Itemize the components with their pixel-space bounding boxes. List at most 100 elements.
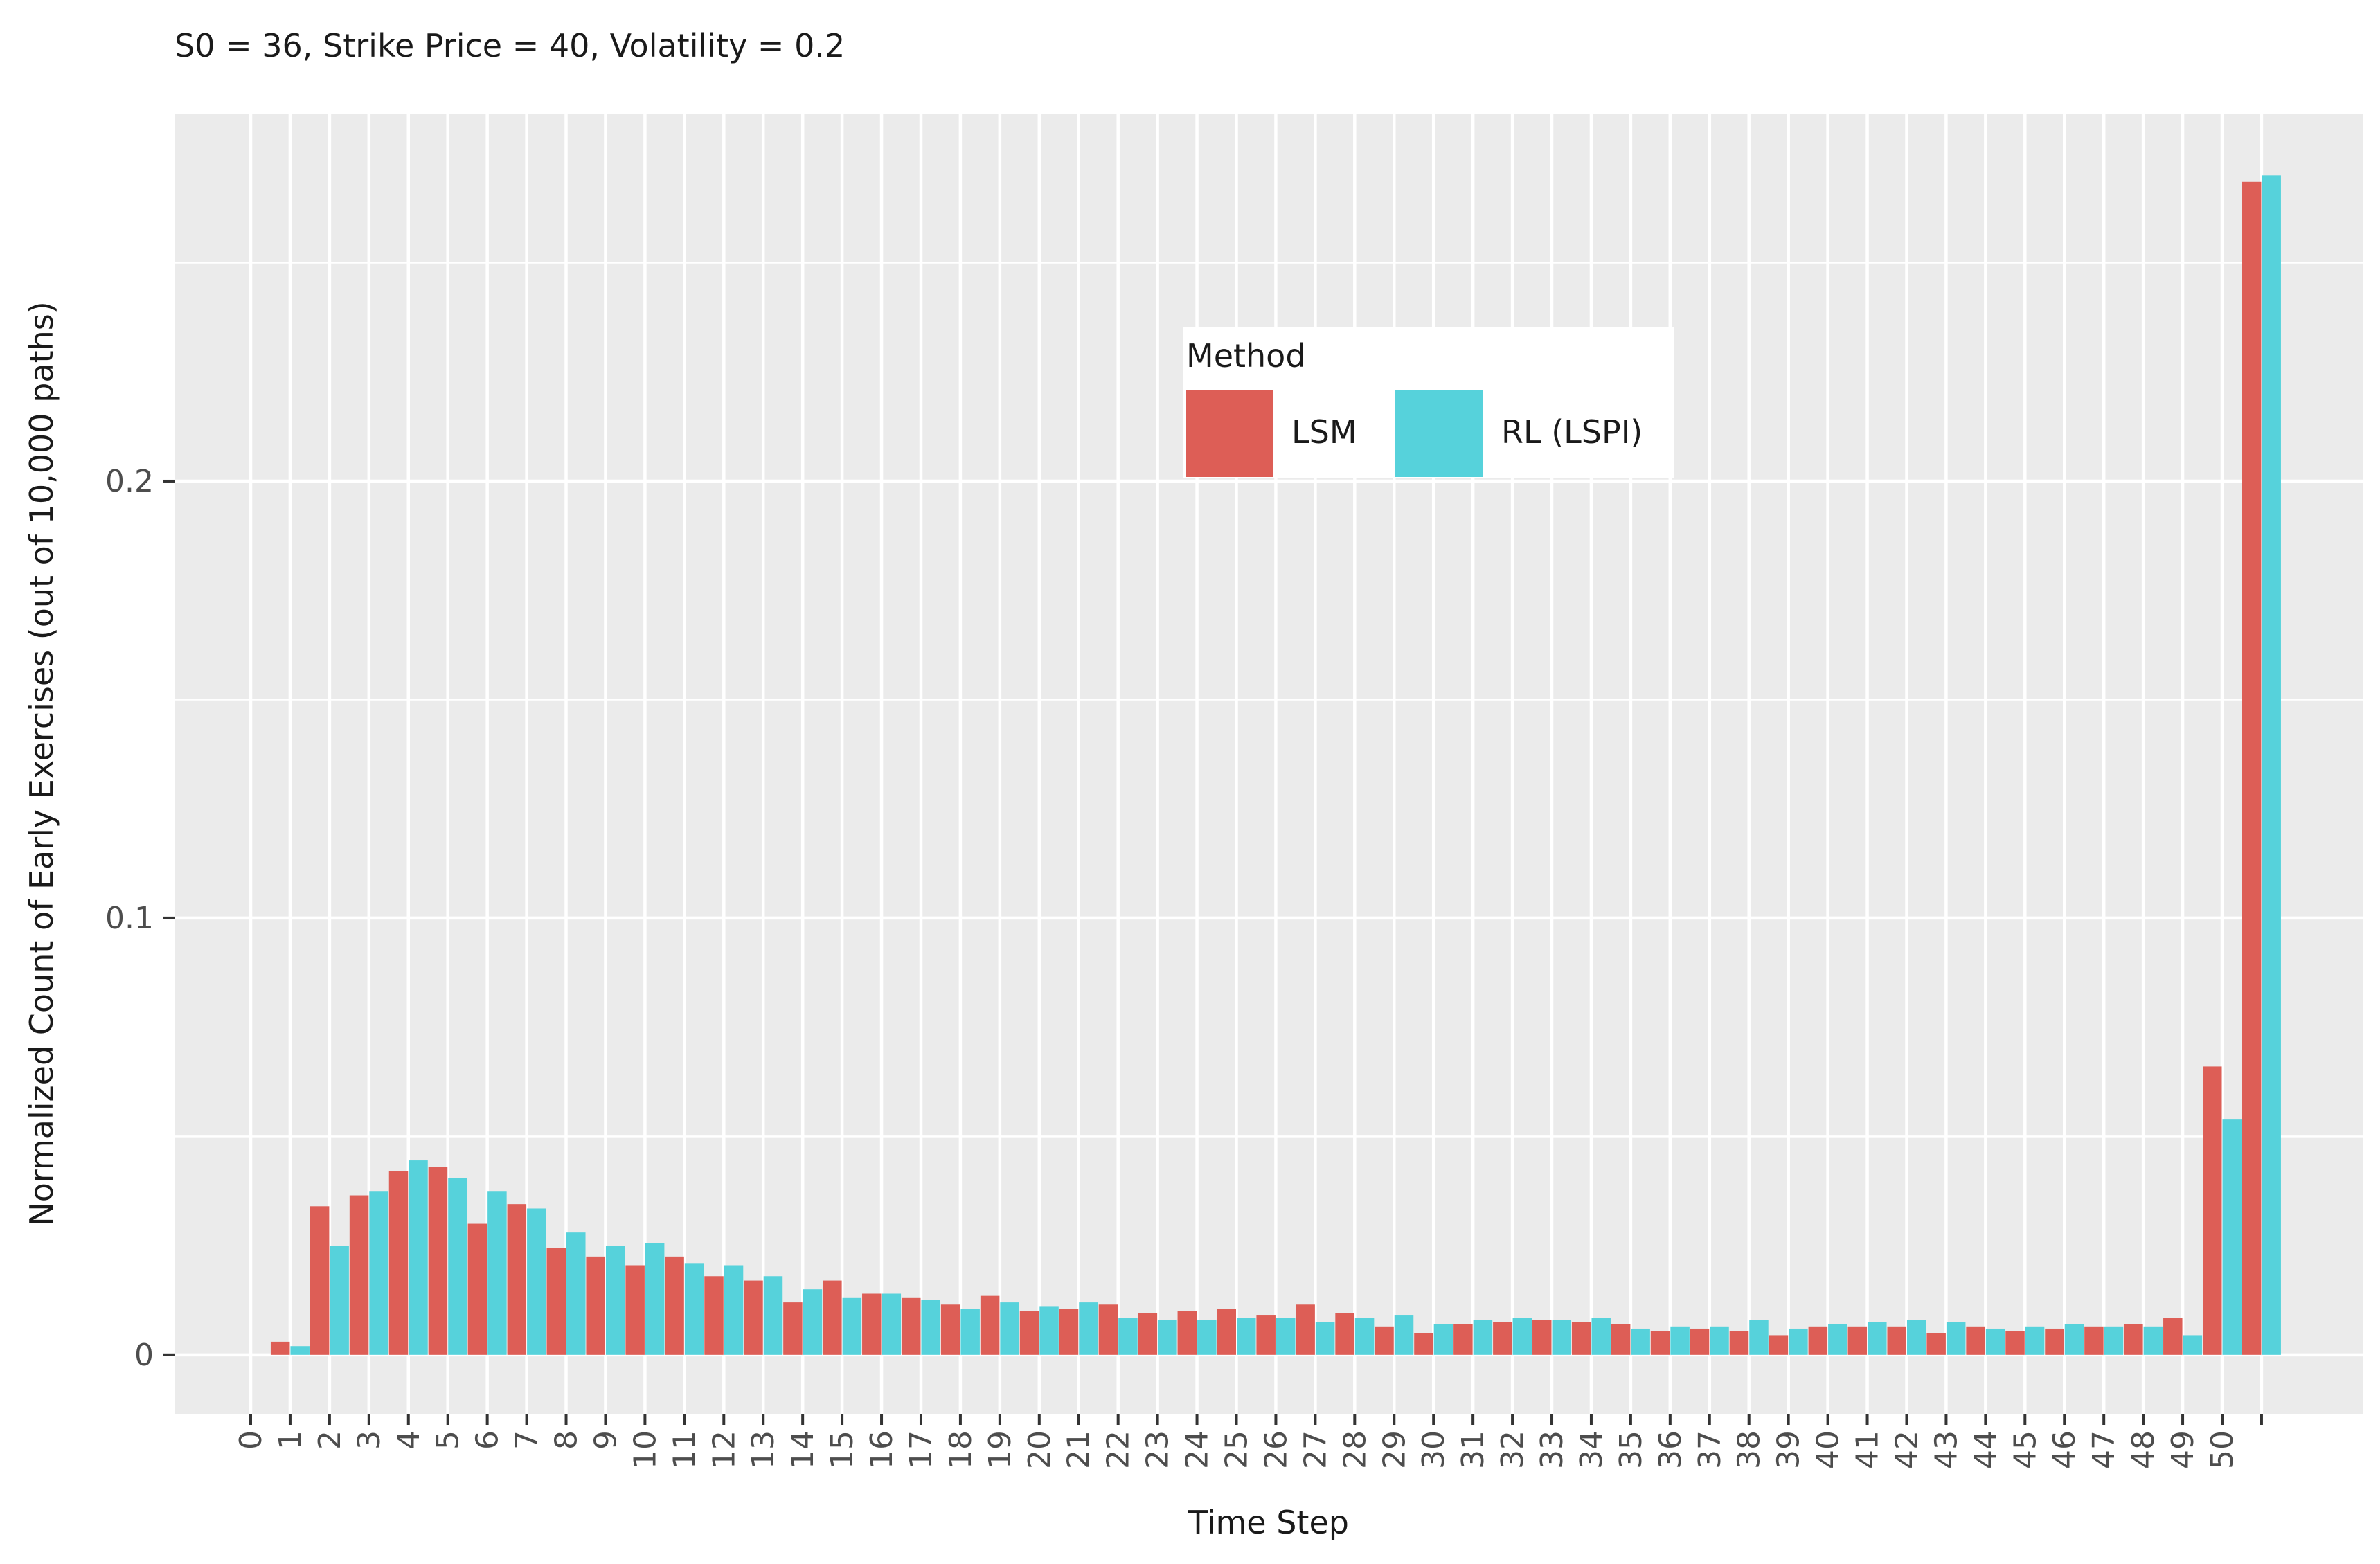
bar-lsm-27 [1296, 1304, 1315, 1355]
bar-rl-lspi-41 [1868, 1322, 1887, 1355]
bar-rl-lspi-38 [1749, 1320, 1769, 1355]
bar-rl-lspi-21 [1079, 1302, 1098, 1355]
x-tick-label: 39 [1771, 1430, 1807, 1469]
bar-rl-lspi-26 [1276, 1318, 1296, 1355]
bar-lsm-20 [1019, 1311, 1039, 1355]
x-tick-label: 34 [1574, 1430, 1609, 1469]
x-tick-label: 26 [1258, 1430, 1294, 1469]
x-tick-label: 12 [706, 1430, 742, 1469]
bar-lsm-7 [507, 1204, 527, 1355]
bar-rl-lspi-18 [960, 1309, 980, 1355]
bar-rl-lspi-47 [2104, 1326, 2124, 1355]
x-tick-label: 6 [470, 1430, 505, 1450]
bar-lsm-10 [625, 1265, 645, 1355]
bar-rl-lspi-17 [921, 1300, 940, 1355]
x-tick-label: 50 [2205, 1430, 2240, 1469]
bar-lsm-11 [665, 1256, 684, 1355]
bar-rl-lspi-34 [1591, 1318, 1611, 1355]
bar-lsm-16 [862, 1293, 882, 1355]
x-tick-label: 19 [983, 1430, 1018, 1469]
bar-lsm-41 [1847, 1326, 1868, 1355]
x-tick-label: 49 [2165, 1430, 2201, 1469]
x-tick-label: 14 [785, 1430, 821, 1469]
y-tick-label: 0.2 [105, 464, 154, 499]
bar-lsm-23 [1138, 1313, 1158, 1355]
legend-swatch-lsm [1186, 390, 1273, 477]
bar-lsm-24 [1177, 1311, 1197, 1355]
bar-lsm-19 [980, 1295, 1000, 1355]
y-axis-label: Normalized Count of Early Exercises (out… [23, 301, 60, 1225]
bar-lsm-31 [1453, 1324, 1473, 1355]
bar-lsm-49 [2163, 1318, 2183, 1355]
bar-lsm-36 [1650, 1331, 1670, 1355]
x-tick-label: 48 [2126, 1430, 2161, 1469]
bar-rl-lspi-46 [2064, 1324, 2084, 1355]
bar-rl-lspi-33 [1552, 1320, 1572, 1355]
bar-lsm-extra [2242, 181, 2262, 1355]
bar-lsm-8 [546, 1248, 566, 1355]
bar-rl-lspi-32 [1512, 1318, 1532, 1355]
bar-lsm-25 [1217, 1309, 1236, 1355]
bar-lsm-33 [1532, 1320, 1552, 1355]
x-tick-label: 46 [2047, 1430, 2082, 1469]
bar-rl-lspi-3 [369, 1191, 388, 1355]
x-tick-label: 30 [1416, 1430, 1451, 1469]
bar-rl-lspi-7 [527, 1208, 546, 1355]
x-tick-label: 44 [1968, 1430, 2003, 1469]
bar-rl-lspi-extra [2262, 175, 2281, 1355]
bar-lsm-4 [388, 1171, 409, 1355]
bar-rl-lspi-50 [2222, 1119, 2242, 1355]
bar-rl-lspi-10 [645, 1243, 665, 1355]
bar-lsm-28 [1335, 1313, 1354, 1355]
bar-rl-lspi-30 [1433, 1324, 1453, 1355]
bar-lsm-38 [1729, 1331, 1749, 1355]
bar-rl-lspi-42 [1906, 1320, 1926, 1355]
x-tick-label: 33 [1535, 1430, 1570, 1469]
x-tick-label: 0 [233, 1430, 269, 1450]
x-tick-label: 37 [1692, 1430, 1728, 1469]
x-tick-label: 17 [904, 1430, 939, 1469]
x-tick-label: 29 [1377, 1430, 1412, 1469]
bar-rl-lspi-9 [605, 1246, 625, 1355]
bar-rl-lspi-35 [1631, 1328, 1650, 1355]
bar-lsm-2 [310, 1206, 330, 1355]
bar-lsm-6 [467, 1223, 487, 1355]
bar-lsm-50 [2203, 1066, 2222, 1355]
bar-rl-lspi-36 [1670, 1326, 1690, 1355]
x-tick-label: 38 [1732, 1430, 1767, 1469]
bar-rl-lspi-28 [1354, 1318, 1375, 1355]
bar-lsm-43 [1926, 1333, 1946, 1355]
bar-rl-lspi-1 [290, 1346, 310, 1355]
x-tick-label: 31 [1456, 1430, 1491, 1469]
x-tick-label: 43 [1929, 1430, 1964, 1469]
bar-lsm-29 [1375, 1326, 1394, 1355]
bar-rl-lspi-16 [882, 1293, 902, 1355]
bar-lsm-44 [1966, 1326, 1985, 1355]
bar-rl-lspi-15 [842, 1297, 862, 1355]
bar-rl-lspi-12 [724, 1265, 744, 1355]
x-tick-label: 5 [431, 1430, 466, 1450]
bar-rl-lspi-22 [1118, 1318, 1138, 1355]
bar-rl-lspi-40 [1828, 1324, 1847, 1355]
bar-lsm-3 [349, 1195, 369, 1355]
x-tick-label: 32 [1495, 1430, 1530, 1469]
bar-rl-lspi-49 [2183, 1335, 2203, 1355]
legend-label-rl-lspi: RL (LSPI) [1501, 413, 1643, 451]
bar-rl-lspi-6 [487, 1191, 507, 1355]
x-tick-label: 16 [864, 1430, 900, 1469]
bar-lsm-45 [2005, 1331, 2025, 1355]
x-tick-label: 3 [352, 1430, 387, 1450]
legend-swatch-rl-lspi [1395, 390, 1483, 477]
bar-lsm-32 [1493, 1322, 1512, 1355]
x-tick-label: 41 [1850, 1430, 1886, 1469]
bar-lsm-1 [270, 1341, 290, 1355]
bar-rl-lspi-13 [763, 1276, 783, 1355]
x-tick-label: 9 [588, 1430, 623, 1450]
x-tick-label: 4 [391, 1430, 427, 1450]
chart-title: S0 = 36, Strike Price = 40, Volatility =… [175, 27, 845, 64]
bar-lsm-17 [901, 1297, 921, 1355]
x-tick-label: 1 [273, 1430, 308, 1450]
bar-lsm-39 [1769, 1335, 1789, 1355]
bar-lsm-40 [1808, 1326, 1828, 1355]
x-tick-label: 42 [1889, 1430, 1924, 1469]
